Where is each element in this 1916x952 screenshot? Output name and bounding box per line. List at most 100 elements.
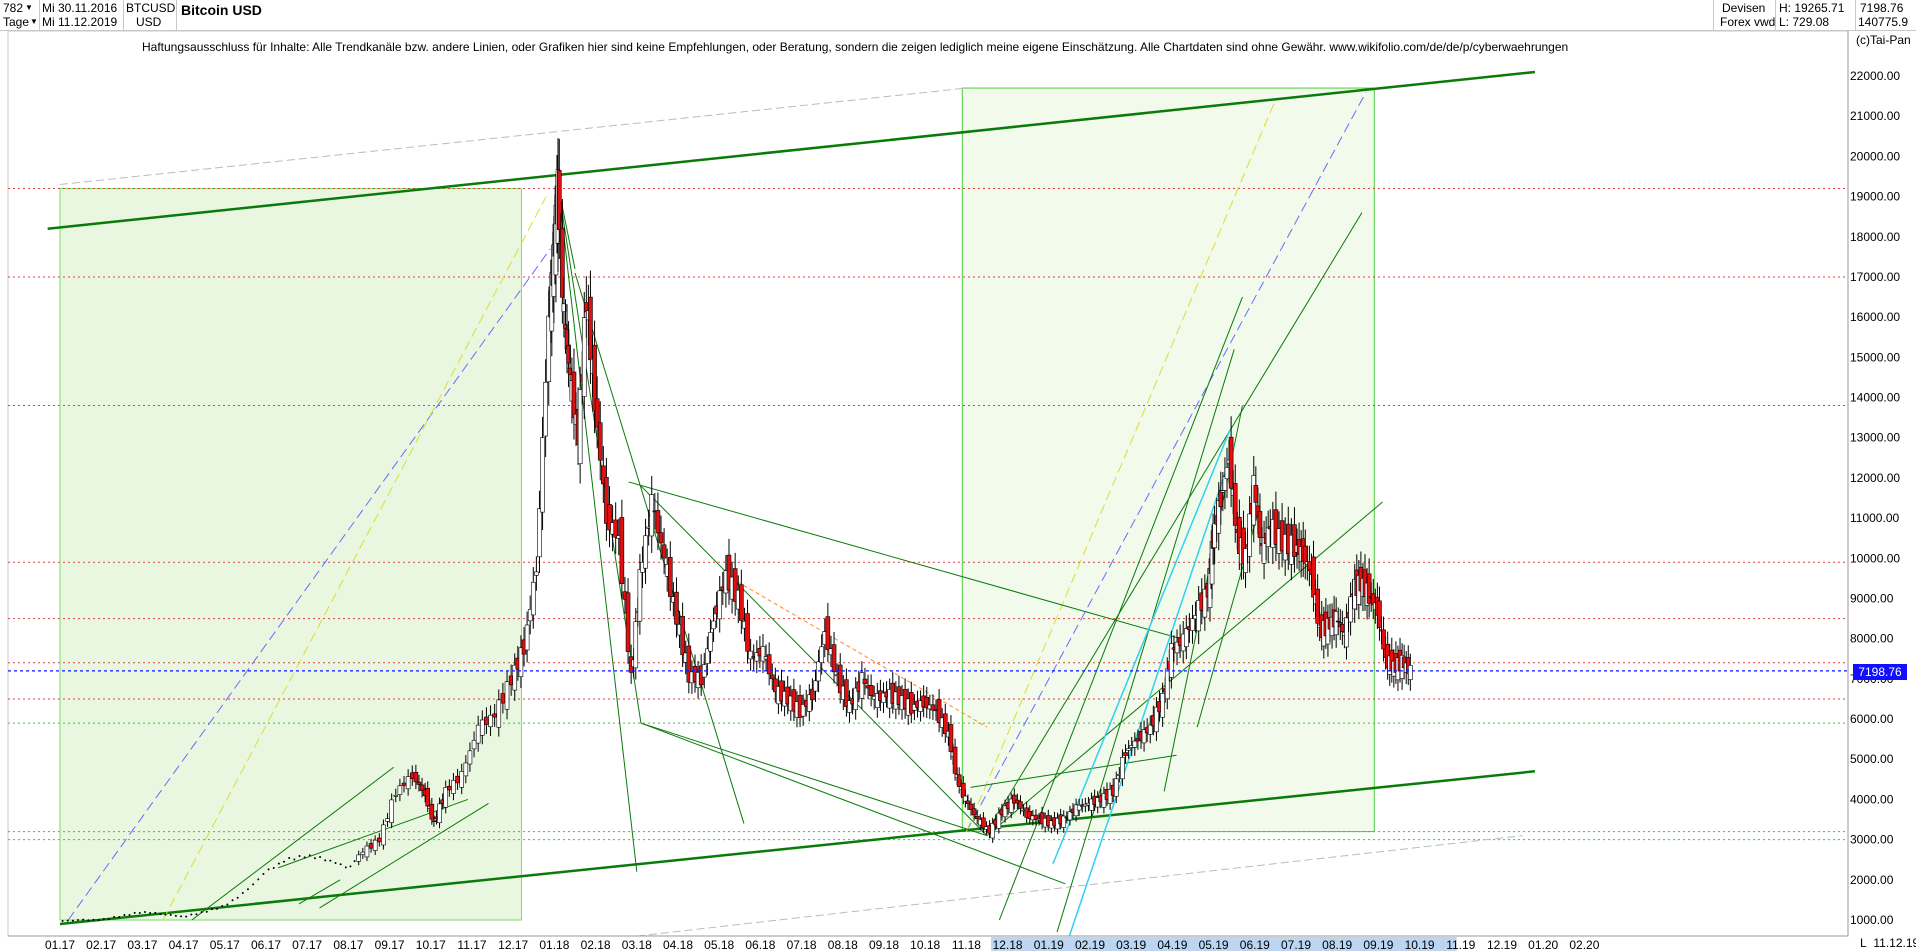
y-tick-label: 5000.00 [1850,752,1894,766]
candle-body [961,782,966,798]
x-tick-label: 01.19 [1034,938,1064,952]
candle-body [1196,600,1201,632]
candle-body [705,648,710,664]
candle-body [971,808,977,816]
candle-body [429,803,435,820]
price-dot [143,911,146,914]
candle-body [463,762,469,777]
trend-line [1056,349,1235,933]
instrument-title: Bitcoin USD [181,2,262,18]
candle-body [597,422,603,461]
orange-trend-line [731,577,988,728]
date-to[interactable]: Mi 11.12.2019 [42,15,118,29]
candle-body [581,317,587,397]
candle-body [680,616,685,656]
candle-body [739,584,744,621]
candle-body [607,504,612,531]
date-from[interactable]: Mi 30.11.2016 [42,1,118,15]
candle-body [1333,611,1339,636]
candle-body [1113,778,1119,797]
candle-body [518,647,524,678]
blue-fan-line [965,91,1367,832]
price-dot [319,856,322,859]
candle-body [942,713,948,735]
y-tick-label: 14000.00 [1850,391,1900,405]
x-tick-label: 07.18 [787,938,817,952]
candle-body [1253,485,1259,503]
candle-body [717,590,723,620]
gray-dash-line [59,87,967,186]
candle-body [1190,618,1195,631]
candle-body [1265,527,1271,547]
candle-body [974,815,980,819]
candle-body [484,716,489,725]
candle-body [686,645,692,683]
candle-body [389,799,394,823]
x-tick-label: 05.17 [210,938,240,952]
candle-body [1218,490,1224,508]
price-dot [267,868,270,871]
candle-body [667,557,673,597]
price-dot [298,854,301,857]
x-tick-label: 08.18 [828,938,858,952]
candle-body [1257,511,1263,538]
price-dot [303,856,306,859]
candle-body [637,569,643,622]
trend-line [278,798,469,869]
trend-line [319,803,489,909]
candle-body [1008,798,1014,813]
candle-body [1123,752,1128,756]
price-dot [97,919,100,922]
symbol-field[interactable]: BTCUSD [126,1,176,15]
x-tick-label: 04.17 [169,938,199,952]
candle-body [785,686,790,705]
candle-body [1228,436,1234,489]
currency-field: USD [136,15,162,29]
price-dot [61,920,64,923]
price-dot [231,899,234,902]
candle-body [577,389,583,465]
candle-body [592,344,597,412]
price-dot [113,916,116,919]
candle-body [601,465,606,485]
price-dot [241,891,244,894]
candle-body [1184,628,1189,647]
candle-body [534,571,539,576]
x-tick-label: 01.20 [1528,938,1558,952]
candle-body [948,724,954,752]
candle-body [769,674,775,680]
price-dot [262,873,265,876]
price-dot [107,917,110,920]
x-tick-label: 10.18 [910,938,940,952]
count-selector[interactable]: 782 [3,1,24,15]
candle-body [968,803,974,810]
candle-body [936,699,942,724]
candle-body [431,820,437,823]
candle-body [1292,524,1297,557]
chevron-down-icon[interactable]: ▼ [30,17,38,26]
y-tick-label: 19000.00 [1850,190,1900,204]
candle-body [488,714,493,728]
candle-body [1033,814,1039,821]
price-dot [87,919,90,922]
price-dot [190,913,193,916]
candle-body [405,776,411,790]
candle-body [908,692,914,714]
high-value: H: 19265.71 [1779,1,1845,15]
price-dot [195,913,198,916]
candle-body [658,532,664,544]
candle-body [810,688,815,701]
candle-body [825,616,831,650]
x-tick-label: 04.18 [663,938,693,952]
candle-body [425,787,431,807]
yellow-fan-line [162,196,547,921]
candle-body [381,824,386,846]
candle-body [416,781,422,785]
x-tick-label: 08.17 [333,938,363,952]
candle-body [924,696,930,709]
candle-body [963,795,968,802]
interval-selector[interactable]: Tage [3,15,30,29]
cyan-trend-line [1068,445,1235,937]
chevron-down-icon[interactable]: ▼ [25,3,33,12]
